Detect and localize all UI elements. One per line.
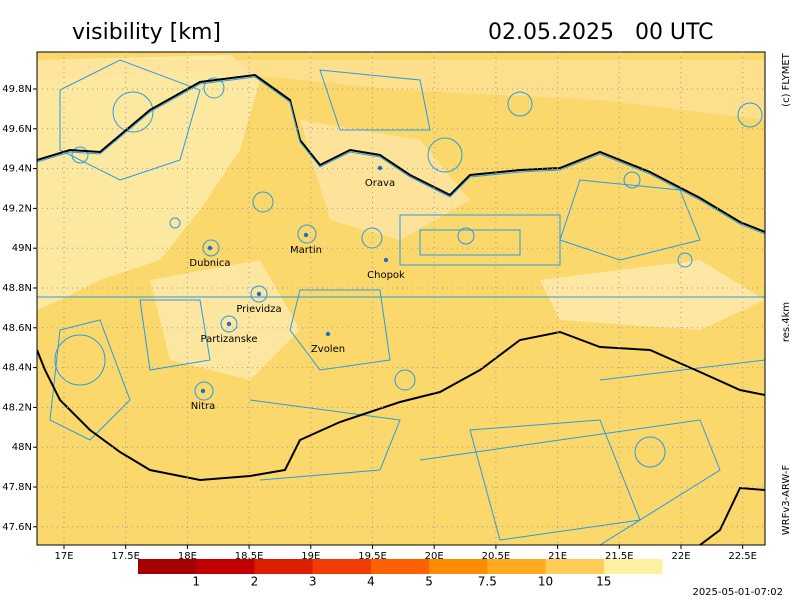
colorbar-swatch — [254, 559, 314, 574]
map-frame — [36, 51, 766, 546]
city-label: Zvolen — [311, 344, 345, 355]
city-label: Partizanske — [200, 334, 257, 345]
colorbar-swatch — [312, 559, 372, 574]
lon-tick-label: 19E — [301, 551, 320, 562]
colorbar-label: 10 — [538, 575, 553, 589]
light-area — [37, 55, 260, 310]
colorbar-swatch — [138, 559, 197, 574]
colorbar-label: 15 — [596, 575, 611, 589]
colorbar-label: 7.5 — [478, 575, 497, 589]
light-area — [540, 260, 765, 330]
lon-tick-label: 19.5E — [358, 551, 387, 562]
lat-tick-label: 47.6N — [2, 522, 32, 533]
colorbar-label: 1 — [192, 575, 200, 589]
city-marker — [383, 257, 389, 263]
map-content — [37, 55, 765, 545]
colorbar-swatch — [603, 559, 663, 574]
colorbar-swatch — [545, 559, 605, 574]
lat-tick-label: 49N — [12, 243, 32, 254]
lon-tick-label: 21E — [548, 551, 567, 562]
light-area — [300, 120, 470, 240]
city-marker — [256, 291, 262, 297]
city-marker — [207, 245, 213, 251]
title: visibility [km] — [72, 20, 221, 45]
light-area — [37, 60, 765, 120]
date: 02.05.2025 00 UTC — [488, 20, 714, 45]
city-label: Dubnica — [189, 258, 230, 269]
lon-tick-label: 20.5E — [482, 551, 511, 562]
colorbar-swatch — [487, 559, 547, 574]
lat-tick-label: 48.6N — [2, 323, 32, 334]
lon-tick-label: 17E — [54, 551, 73, 562]
timestamp: 2025-05-01-07:02 — [692, 587, 783, 598]
colorbar-label: 2 — [251, 575, 259, 589]
city-marker — [377, 165, 383, 171]
city-label: Orava — [365, 178, 395, 189]
city-label: Chopok — [367, 270, 405, 281]
border-shadow — [37, 76, 765, 235]
lat-tick-label: 49.6N — [2, 124, 32, 135]
colorbar-swatch — [196, 559, 255, 574]
city-marker — [325, 331, 331, 337]
lat-tick-label: 48.8N — [2, 283, 32, 294]
colorbar-swatch — [429, 559, 488, 574]
lon-tick-label: 21.5E — [605, 551, 634, 562]
city-marker — [226, 321, 232, 327]
colorbar-label: 4 — [367, 575, 375, 589]
lon-tick-label: 22.5E — [728, 551, 757, 562]
city-marker — [303, 232, 309, 238]
colorbar-label: 5 — [425, 575, 433, 589]
lon-tick-label: 18E — [178, 551, 197, 562]
model: WRFv3-ARW-F — [781, 465, 792, 536]
border — [37, 73, 765, 545]
map: 49.8N 49.6N 49.4N 49.2N 49N 48.8N 48.6N 48.4N 48… — [2, 51, 766, 562]
copyright: (c) FLYMET — [781, 52, 792, 107]
lat-tick-label: 48.4N — [2, 363, 32, 374]
lat-tick-label: 48N — [12, 442, 32, 453]
airspace-lines — [37, 59, 765, 545]
lat-tick-label: 49.2N — [2, 203, 32, 214]
light-area — [150, 260, 300, 380]
lon-tick-label: 18.5E — [235, 551, 264, 562]
lat-tick-label: 47.8N — [2, 482, 32, 493]
lon-tick-label: 17.5E — [111, 551, 140, 562]
lat-tick-label: 49.8N — [2, 84, 32, 95]
colorbar: 1 2 3 4 5 7.5 10 15 — [138, 559, 663, 589]
colorbar-label: 3 — [309, 575, 317, 589]
city-marker — [200, 388, 206, 394]
city-label: Prievidza — [236, 304, 281, 315]
colorbar-swatch — [370, 559, 430, 574]
resolution: res.4km — [781, 302, 792, 342]
city-label: Martin — [290, 245, 322, 256]
lon-tick-label: 22E — [671, 551, 690, 562]
city-label: Nitra — [191, 401, 215, 412]
lat-tick-label: 48.2N — [2, 402, 32, 413]
lon-tick-label: 20E — [425, 551, 444, 562]
lat-tick-label: 49.4N — [2, 164, 32, 175]
